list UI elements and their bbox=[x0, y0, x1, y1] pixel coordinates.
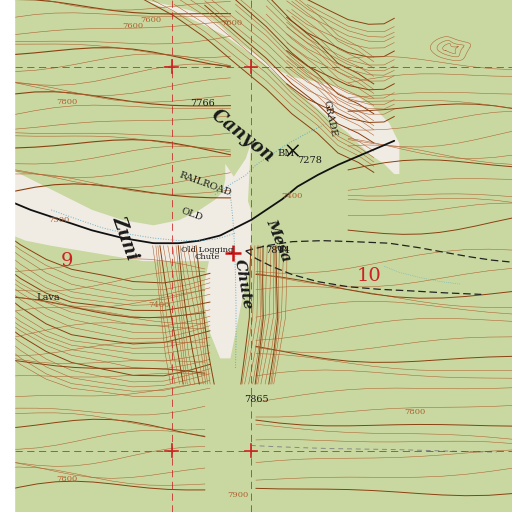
Polygon shape bbox=[205, 164, 251, 358]
Text: RAILROAD: RAILROAD bbox=[177, 170, 232, 198]
Text: 7800: 7800 bbox=[56, 475, 77, 483]
Text: GRADE: GRADE bbox=[322, 100, 338, 138]
Text: Chute: Chute bbox=[232, 258, 254, 311]
Text: Canyon: Canyon bbox=[208, 105, 278, 166]
Text: Old Logging: Old Logging bbox=[181, 246, 233, 254]
Bar bbox=[0, 0, 14, 512]
Text: 7278: 7278 bbox=[297, 156, 322, 165]
Text: 7800: 7800 bbox=[404, 408, 425, 416]
Text: 7600: 7600 bbox=[221, 19, 242, 27]
Text: Zuni: Zuni bbox=[109, 214, 142, 263]
Text: 7900: 7900 bbox=[227, 491, 249, 499]
Text: 7800: 7800 bbox=[56, 98, 77, 106]
Text: BM: BM bbox=[277, 149, 294, 158]
Text: Lava: Lava bbox=[37, 293, 60, 303]
Text: 7766: 7766 bbox=[190, 99, 215, 108]
Text: OLD: OLD bbox=[180, 206, 204, 222]
Text: 7500: 7500 bbox=[48, 216, 70, 224]
Text: 10: 10 bbox=[356, 267, 381, 286]
Text: 7600: 7600 bbox=[140, 16, 162, 25]
Text: 7400: 7400 bbox=[148, 301, 169, 309]
Polygon shape bbox=[0, 143, 251, 261]
Text: Chute: Chute bbox=[195, 253, 220, 261]
Text: 7814: 7814 bbox=[266, 246, 290, 255]
Text: 7600: 7600 bbox=[122, 22, 144, 30]
Text: 7865: 7865 bbox=[244, 395, 268, 404]
Text: Mesa: Mesa bbox=[264, 217, 294, 264]
Polygon shape bbox=[143, 0, 399, 174]
Text: 9: 9 bbox=[60, 252, 73, 270]
Text: 7400: 7400 bbox=[281, 191, 303, 200]
